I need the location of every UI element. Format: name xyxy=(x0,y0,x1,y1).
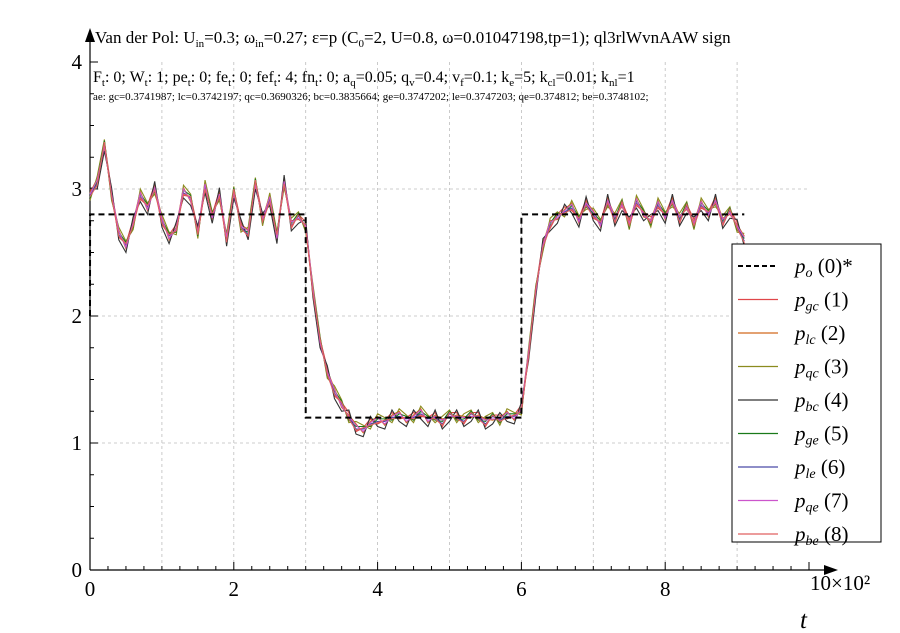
legend-label-ge: pge (5) xyxy=(793,422,848,449)
legend-label-be: pbe (8) xyxy=(793,522,848,549)
legend-label-lc: plc (2) xyxy=(793,321,845,348)
series-line-gc xyxy=(89,141,745,433)
legend-label-le: ple (6) xyxy=(793,455,845,482)
y-tick-label: 4 xyxy=(72,50,83,74)
legend-label-gc: pgc (1) xyxy=(793,288,848,315)
series-lines xyxy=(89,139,745,438)
x-tick-label: 4 xyxy=(372,577,383,601)
x-tick-label: 6 xyxy=(516,577,527,601)
chart-title: Van der Pol: Uin=0.3; ωin=0.27; ε=p (C0=… xyxy=(95,28,731,50)
x-tick-label: 8 xyxy=(660,577,671,601)
axes xyxy=(85,28,838,575)
tick-labels: 0 2 4 6 8 0 1 2 3 4 xyxy=(72,50,671,601)
x-tick-label: 2 xyxy=(229,577,240,601)
legend-label-ref: po (0)* xyxy=(793,254,853,281)
grid xyxy=(90,62,809,570)
x-axis-arrow xyxy=(824,565,838,575)
legend-label-qc: pqc (3) xyxy=(793,355,848,382)
series-line-qc xyxy=(89,139,745,430)
ae-line: ae: gc=0.3741987; lc=0.3742197; qc=0.369… xyxy=(93,91,649,103)
x-axis-label: t xyxy=(800,607,808,633)
y-tick-label: 3 xyxy=(72,177,83,201)
legend: po (0)* pgc (1) plc (2) pqc (3) pbc (4) pge (… xyxy=(731,243,882,549)
x-tick-label: 0 xyxy=(85,577,96,601)
series-line-le xyxy=(89,143,745,430)
series-line-lc xyxy=(89,146,745,434)
y-axis-arrow xyxy=(85,28,95,42)
y-tick-label: 1 xyxy=(72,431,83,455)
params-line: Ft: 0; Wt: 1; pet: 0; fet: 0; feft: 4; f… xyxy=(93,69,635,89)
legend-label-qe: pqe (7) xyxy=(793,489,848,516)
series-line-be xyxy=(89,141,745,431)
x-multiplier-label: 10×10² xyxy=(810,571,870,595)
y-tick-label: 0 xyxy=(72,558,83,582)
legend-box xyxy=(731,243,882,543)
legend-label-bc: pbc (4) xyxy=(793,388,848,415)
series-line-ge xyxy=(89,140,745,428)
y-tick-label: 2 xyxy=(72,304,83,328)
reference-line xyxy=(89,213,745,419)
